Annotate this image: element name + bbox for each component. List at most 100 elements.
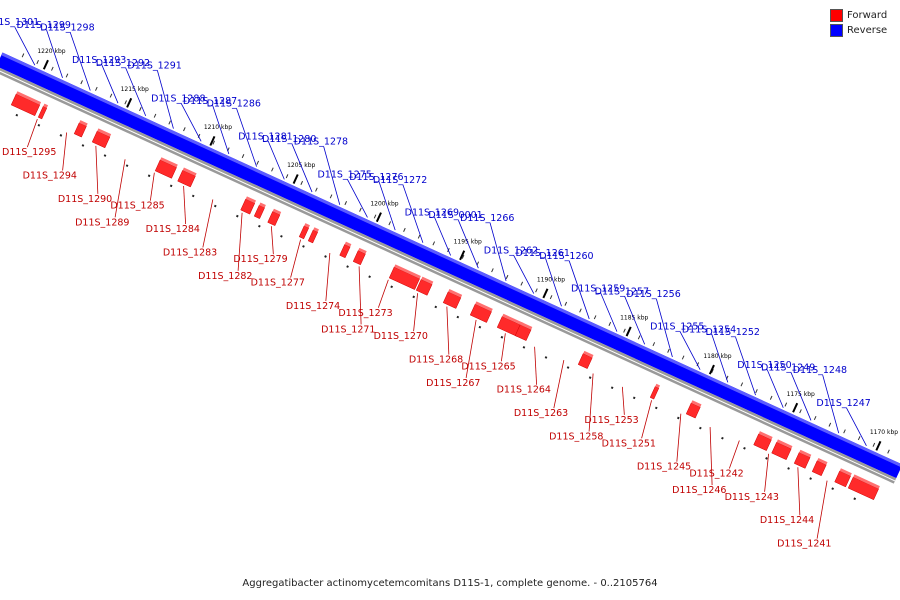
forward-gene-top: [358, 247, 367, 254]
reverse-leader: [236, 108, 257, 167]
major-tick: [625, 326, 632, 337]
reverse-leader: [101, 65, 119, 104]
small-feature: [456, 315, 460, 319]
forward-leader: [534, 346, 537, 385]
forward-gene-label: D11S_1284: [146, 224, 200, 235]
small-feature: [522, 346, 526, 349]
small-feature: [59, 134, 63, 137]
forward-gene-label: D11S_1282: [198, 271, 252, 282]
minor-tick: [505, 274, 509, 279]
minor-tick: [241, 154, 245, 159]
reverse-leader: [434, 217, 451, 256]
reverse-gene-label: D11S_1293: [72, 55, 126, 66]
forward-gene-label: D11S_1258: [549, 432, 603, 443]
minor-tick: [799, 409, 802, 414]
reverse-gene-label: D11S_1278: [294, 137, 348, 148]
minor-tick: [564, 301, 568, 306]
forward-leader: [270, 226, 274, 255]
minor-tick: [315, 187, 318, 192]
minor-tick: [813, 415, 817, 420]
reverse-gene-label: D11S_1301: [0, 17, 39, 28]
minor-tick: [271, 167, 274, 172]
minor-tick: [784, 402, 788, 407]
reverse-leader: [735, 336, 756, 396]
forward-gene: [253, 204, 265, 219]
forward-gene-top: [799, 449, 812, 458]
reverse-gene-label: D11S_1291: [127, 61, 181, 72]
forward-gene-top: [853, 474, 880, 489]
ruler-label: 1210 kbp: [204, 124, 232, 131]
minor-tick: [417, 234, 421, 239]
minor-tick: [36, 60, 39, 65]
legend-forward: Forward: [830, 8, 890, 23]
reverse-leader: [378, 181, 396, 231]
legend-reverse-label: Reverse: [847, 25, 888, 36]
forward-leader: [728, 440, 740, 469]
minor-tick: [593, 315, 597, 320]
forward-leader: [325, 252, 331, 302]
small-feature: [721, 436, 724, 440]
reverse-gene-label: D11S_0001: [428, 210, 482, 221]
forward-gene-top: [817, 457, 828, 465]
genome-caption: Aggregatibacter actinomycetemcomitans D1…: [242, 578, 658, 589]
forward-gene-label: D11S_1283: [163, 247, 217, 258]
reverse-leader: [545, 258, 562, 307]
small-feature: [125, 164, 129, 167]
ruler-label: 1180 kbp: [703, 353, 731, 360]
small-feature: [302, 245, 305, 248]
minor-tick: [153, 113, 157, 118]
forward-gene-label: D11S_1279: [233, 254, 287, 265]
forward-leader: [709, 427, 713, 486]
forward-leader: [641, 400, 652, 439]
forward-gene-label: D11S_1295: [2, 147, 56, 158]
minor-tick: [887, 449, 890, 454]
reverse-gene-label: D11S_1250: [737, 360, 791, 371]
forward-gene-label: D11S_1294: [23, 170, 77, 181]
small-feature: [831, 487, 834, 490]
forward-gene-top: [97, 128, 112, 137]
forward-gene-top: [394, 264, 421, 279]
forward-gene-label: D11S_1263: [514, 408, 568, 419]
minor-tick: [21, 53, 25, 58]
forward-gene: [339, 244, 351, 259]
ruler-label: 1185 kbp: [620, 315, 648, 322]
minor-tick: [696, 362, 700, 367]
small-feature: [676, 416, 680, 420]
forward-gene-top: [79, 120, 88, 127]
forward-gene-top: [691, 400, 702, 408]
forward-gene-label: D11S_1244: [760, 515, 814, 526]
forward-gene-label: D11S_1271: [321, 324, 375, 335]
small-feature: [191, 194, 195, 198]
reverse-leader: [489, 222, 507, 281]
major-tick: [708, 364, 715, 375]
reverse-leader: [180, 103, 202, 142]
legend-forward-label: Forward: [847, 10, 888, 21]
major-tick: [42, 59, 49, 70]
small-feature: [743, 446, 746, 450]
forward-gene-label: D11S_1242: [689, 468, 743, 479]
reverse-gene-label: D11S_1287: [183, 96, 237, 107]
ruler-label: 1175 kbp: [787, 391, 815, 398]
reverse-gene-label: D11S_1276: [349, 172, 403, 183]
reverse-leader: [46, 29, 63, 78]
minor-tick: [491, 268, 494, 273]
small-feature: [15, 113, 19, 117]
minor-tick: [80, 80, 83, 85]
major-tick: [459, 250, 466, 261]
ruler-label: 1200 kbp: [370, 200, 398, 207]
forward-gene-label: D11S_1268: [409, 355, 463, 366]
forward-gene: [73, 122, 87, 138]
small-feature: [280, 234, 283, 238]
small-feature: [566, 366, 570, 369]
forward-gene-label: D11S_1265: [461, 361, 515, 372]
forward-gene-top: [776, 439, 793, 449]
forward-swatch: [830, 9, 843, 22]
minor-tick: [579, 308, 582, 313]
forward-leader: [149, 172, 155, 201]
minor-tick: [711, 368, 714, 373]
forward-leader: [358, 266, 362, 325]
reverse-gene-label: D11S_1269: [405, 207, 459, 218]
ruler-label: 1170 kbp: [870, 429, 898, 436]
minor-tick: [285, 174, 289, 179]
small-feature: [610, 386, 614, 390]
